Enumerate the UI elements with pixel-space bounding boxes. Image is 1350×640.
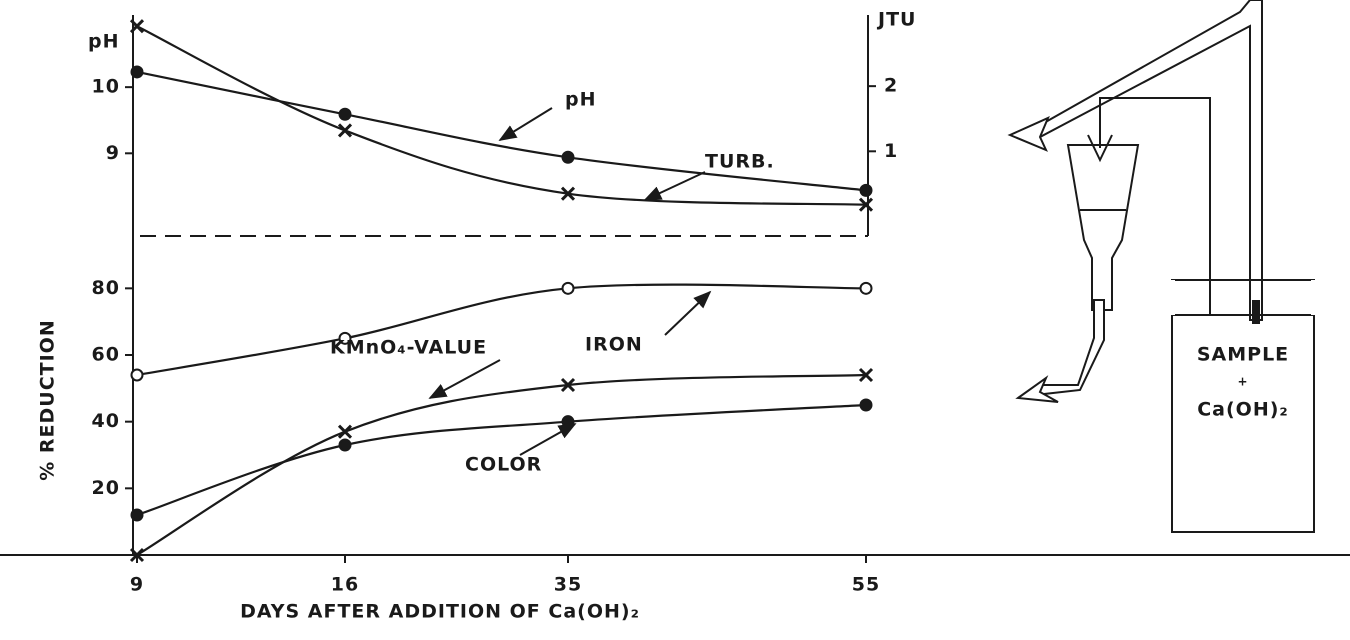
series-line — [136, 25, 867, 206]
apparatus — [1007, 0, 1315, 533]
point — [560, 186, 576, 201]
point — [130, 65, 144, 79]
y-tick-label: 10 — [92, 76, 120, 98]
label-arrow — [428, 359, 501, 399]
point — [130, 368, 144, 382]
y-tick-label: 80 — [92, 277, 120, 299]
x-tick-label: 16 — [331, 574, 359, 596]
label-arrow — [498, 107, 553, 141]
y-tick-label: 20 — [92, 477, 120, 499]
label-arrow — [519, 423, 577, 456]
diagram-label: SAMPLE — [1197, 344, 1289, 366]
point — [561, 150, 575, 164]
y-tick-label: 60 — [92, 344, 120, 366]
y2-tick-label: 1 — [884, 140, 898, 162]
point — [129, 547, 145, 563]
series-label: TURB. — [705, 151, 775, 173]
y-axis-label: % REDUCTION — [37, 319, 59, 481]
series-line — [136, 283, 867, 377]
y-tick-label: 9 — [106, 142, 120, 164]
series-label: pH — [565, 89, 597, 111]
point — [858, 367, 874, 383]
x-tick-label: 55 — [852, 574, 880, 596]
diagram-label: + — [1237, 375, 1248, 389]
y2-axis-label: JTU — [876, 9, 916, 31]
x-axis-label: DAYS AFTER ADDITION OF Ca(OH)₂ — [240, 601, 640, 623]
point — [337, 123, 353, 138]
y2-tick-label: 2 — [884, 75, 898, 97]
point — [338, 331, 352, 345]
point — [859, 183, 873, 197]
x-tick-label: 35 — [554, 574, 582, 596]
point — [561, 281, 575, 295]
diagram-label: Ca(OH)₂ — [1197, 399, 1289, 421]
point — [338, 107, 352, 121]
point — [859, 398, 873, 412]
x-tick-label: 9 — [130, 574, 144, 596]
label-arrow — [664, 290, 712, 336]
point — [130, 508, 144, 522]
series-line — [136, 373, 867, 556]
series-label: IRON — [585, 334, 643, 356]
point — [858, 197, 874, 212]
series-label: KMnO₄-VALUE — [330, 337, 487, 359]
point — [338, 438, 352, 452]
point — [560, 377, 576, 393]
label-arrow — [643, 171, 706, 201]
y-axis-label: pH — [88, 31, 120, 53]
point — [337, 424, 353, 439]
y-tick-label: 40 — [92, 410, 120, 432]
point — [129, 19, 145, 34]
point — [859, 281, 873, 295]
series-line — [136, 70, 867, 192]
series-label: COLOR — [465, 454, 542, 476]
series-line — [136, 403, 867, 517]
